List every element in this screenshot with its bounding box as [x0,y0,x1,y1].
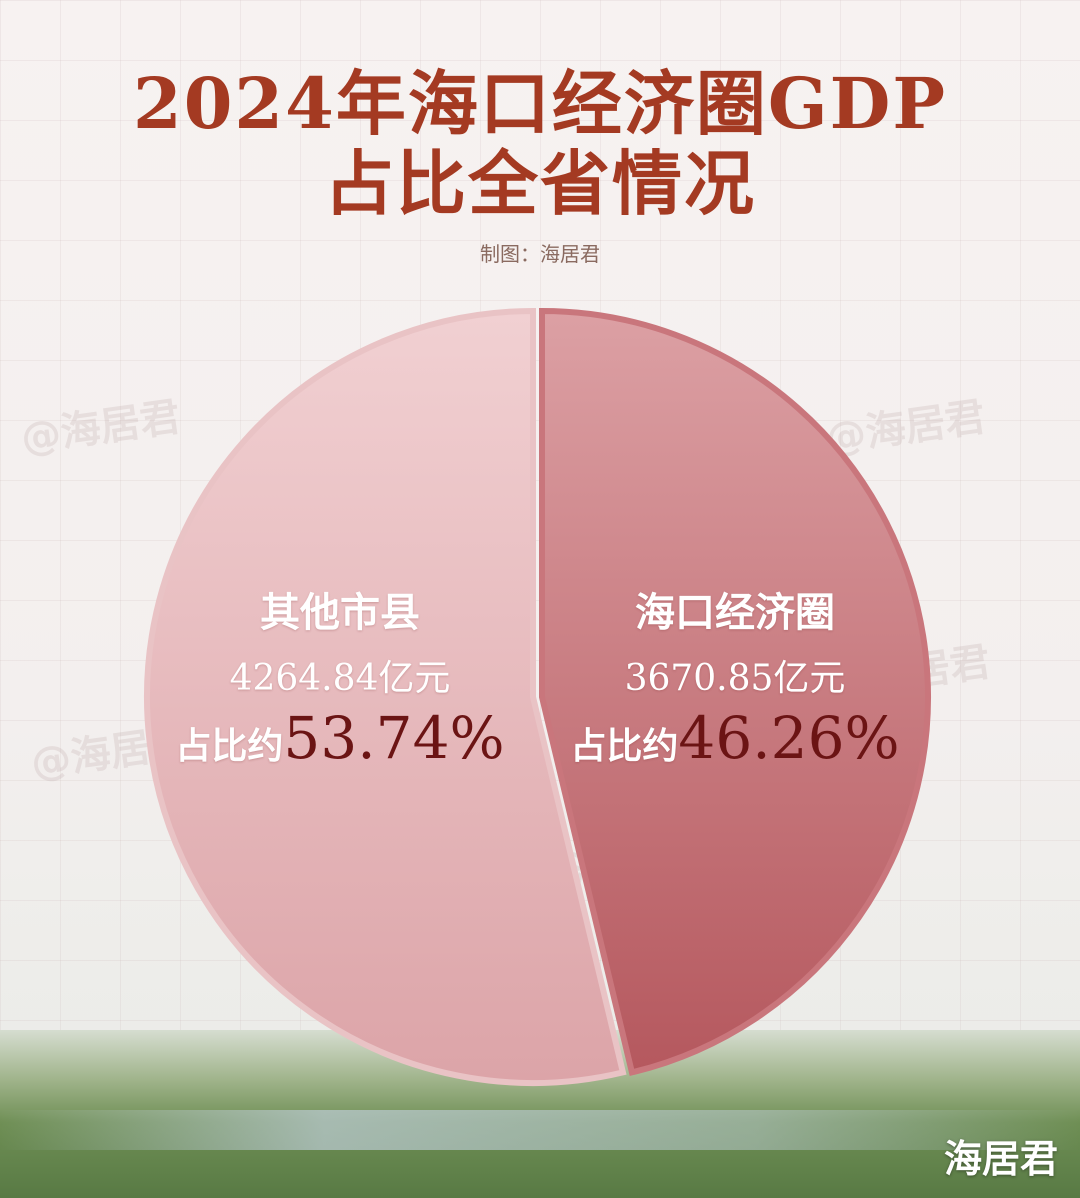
slice-label-other: 其他市县 4264.84亿元 占比约53.74% [150,588,530,776]
pie-slice-haikou [539,307,931,1077]
brand-logo: 海居君 [943,1137,1058,1181]
slice-share: 46.26% [678,704,900,772]
slice-name: 海口经济圈 [635,589,835,636]
background-water [0,1110,1080,1150]
page-title: 2024年海口经济圈GDP [133,62,947,145]
slice-value: 4264.84亿元 [229,658,451,699]
slice-share-prefix: 占比约 [175,725,284,767]
chart-credit: 制图：海居君 [480,242,600,266]
page-subtitle: 占比全省情况 [324,142,756,225]
slice-value: 3670.85亿元 [624,658,846,699]
slice-share-row: 占比约53.74% [150,708,530,776]
slice-share: 53.74% [283,704,505,772]
slice-name: 其他市县 [260,589,420,636]
pie-slice-other [144,307,627,1086]
slice-label-haikou: 海口经济圈 3670.85亿元 占比约46.26% [545,588,925,776]
slice-share-row: 占比约46.26% [545,708,925,776]
slice-share-prefix: 占比约 [570,725,679,767]
